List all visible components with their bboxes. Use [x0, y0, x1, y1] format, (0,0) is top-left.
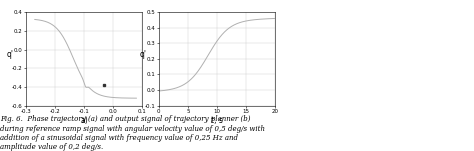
- Y-axis label: q': q': [7, 50, 14, 59]
- X-axis label: a): a): [80, 116, 88, 125]
- Text: Fig. 6.  Phase trajectory (a) and output signal of trajectory planner (b)
during: Fig. 6. Phase trajectory (a) and output …: [0, 115, 265, 151]
- Y-axis label: q': q': [140, 50, 146, 59]
- X-axis label: t, s: t, s: [211, 116, 223, 125]
